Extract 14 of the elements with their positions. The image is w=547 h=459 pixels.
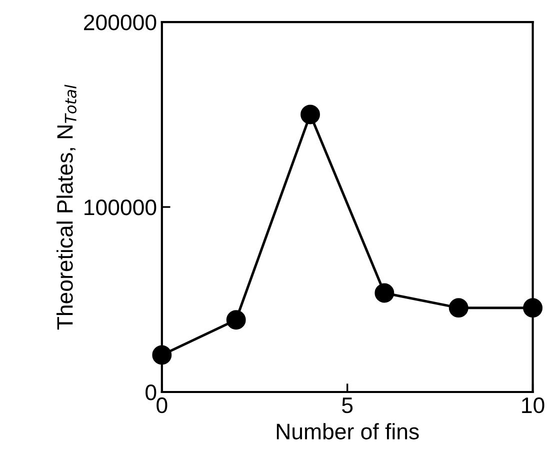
x-tick-label: 0 [156,397,168,414]
point [226,310,246,330]
point [448,298,468,318]
x-tick-label: 5 [342,398,353,414]
point [152,345,172,365]
y-tick-label: 0 [146,384,156,400]
point [523,298,542,318]
y-tick-label: 200000 [84,14,156,30]
x-axis-title: Number of fins [276,423,419,440]
point [300,104,320,124]
point [374,283,394,303]
y-axis-title: Theoretical Plates, N$_{Total}$ [56,84,76,330]
x-tick-label: 10 [522,397,544,414]
y-tick-label: 100000 [84,200,156,216]
